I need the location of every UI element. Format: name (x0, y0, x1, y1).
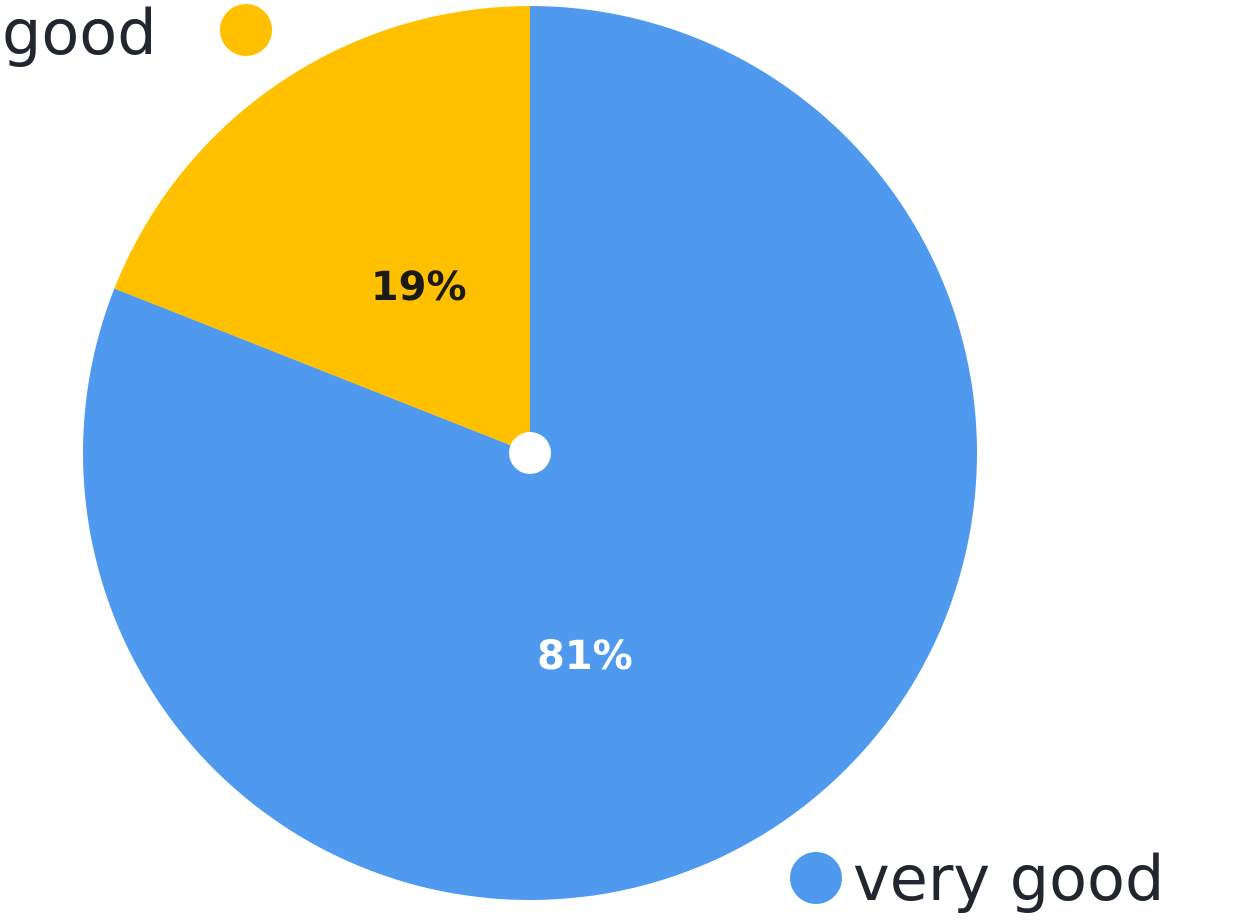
slice-good (114, 6, 530, 453)
legend-good-label: good (2, 0, 157, 69)
legend-very-good-dot (790, 852, 842, 904)
center-hole (509, 432, 551, 474)
data-label-very-good: 81% (537, 633, 633, 679)
data-label-good: 19% (371, 264, 467, 310)
legend-very-good-label: very good (853, 842, 1165, 915)
legend-good-dot (220, 4, 272, 56)
